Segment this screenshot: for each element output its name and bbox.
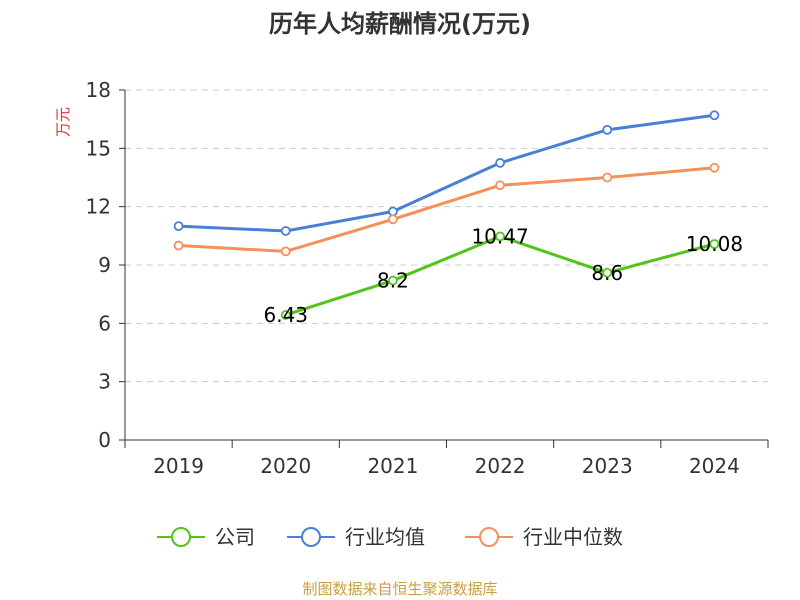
- series-lines: [173, 110, 720, 320]
- series-line: [178, 166, 715, 253]
- data-point[interactable]: [495, 180, 505, 191]
- data-point[interactable]: [173, 240, 184, 251]
- x-tick-label: 2020: [260, 454, 311, 478]
- legend-item[interactable]: 行业均值: [287, 525, 425, 549]
- data-label: 8.6: [591, 261, 623, 285]
- x-tick-label: 2019: [153, 454, 204, 478]
- y-tick-label: 3: [98, 370, 111, 394]
- source-note: 制图数据来自恒生聚源数据库: [302, 580, 497, 598]
- legend-item[interactable]: 公司: [157, 525, 255, 549]
- data-point[interactable]: [280, 246, 291, 257]
- series-0: [280, 231, 720, 320]
- grid-lines: [125, 89, 768, 383]
- data-label: 8.2: [377, 269, 409, 293]
- y-axis-label: 万元: [54, 107, 72, 137]
- chart-title: 历年人均薪酬情况(万元): [269, 10, 531, 38]
- series-1: [173, 110, 720, 236]
- y-tick-label: 0: [98, 428, 111, 452]
- data-point[interactable]: [388, 214, 398, 225]
- legend-label: 行业中位数: [523, 525, 623, 549]
- series-2: [173, 162, 720, 257]
- series-line: [178, 113, 715, 233]
- data-point[interactable]: [709, 110, 720, 121]
- y-tick-label: 12: [86, 195, 111, 219]
- y-tick-label: 15: [86, 136, 111, 160]
- data-point[interactable]: [388, 206, 398, 217]
- data-label: 6.43: [263, 303, 308, 327]
- data-point[interactable]: [709, 239, 720, 249]
- y-tick-label: 18: [86, 78, 111, 102]
- data-point[interactable]: [173, 221, 184, 232]
- legend-marker: [171, 527, 191, 547]
- legend-marker: [479, 527, 499, 547]
- y-tick-label: 6: [98, 311, 111, 335]
- legend-item[interactable]: 行业中位数: [465, 525, 623, 549]
- data-label: 10.08: [686, 232, 743, 256]
- x-tick-label: 2023: [582, 454, 633, 478]
- legend-label: 公司: [215, 525, 255, 549]
- axes: 0 3 6 9 12 15 18 2019 2020 2021 2022 2023 2024: [86, 78, 769, 478]
- data-point[interactable]: [280, 310, 291, 320]
- data-labels: 6.43 8.2 10.47 8.6 10.08: [263, 224, 743, 327]
- y-tick-label: 9: [98, 253, 111, 277]
- data-point[interactable]: [602, 172, 613, 183]
- legend-label: 行业均值: [345, 525, 425, 549]
- data-point[interactable]: [495, 158, 505, 168]
- legend-marker: [301, 527, 321, 547]
- data-label: 10.47: [471, 224, 528, 248]
- data-point[interactable]: [602, 124, 613, 135]
- x-tick-label: 2021: [367, 454, 418, 478]
- legend[interactable]: 公司 行业均值 行业中位数: [157, 525, 623, 549]
- data-point[interactable]: [602, 267, 613, 278]
- x-tick-label: 2022: [475, 454, 526, 478]
- data-point[interactable]: [388, 275, 398, 286]
- data-point[interactable]: [495, 231, 505, 242]
- data-point[interactable]: [709, 162, 720, 173]
- x-tick-label: 2024: [689, 454, 740, 478]
- data-point[interactable]: [280, 226, 291, 236]
